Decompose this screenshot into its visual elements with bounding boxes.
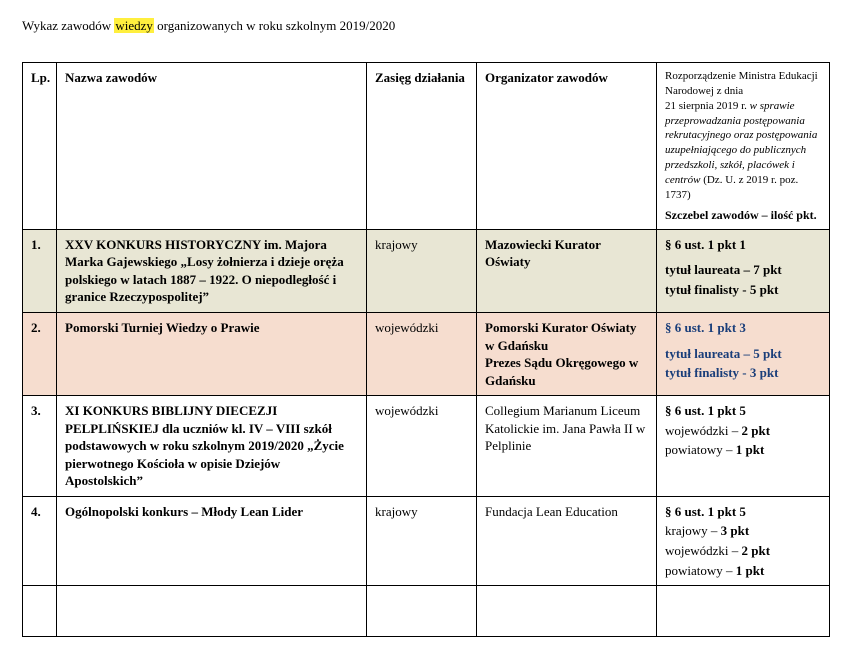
hdr-name: Nazwa zawodów [57, 63, 367, 230]
cell-name: Pomorski Turniej Wiedzy o Prawie [57, 312, 367, 395]
cell-points: § 6 ust. 1 pkt 5 krajowy – 3 pkt wojewód… [657, 496, 830, 585]
cell-name: XI KONKURS BIBLIJNY DIECEZJI PELPLIŃSKIE… [57, 396, 367, 497]
pts-line: wojewódzki – 2 pkt [665, 422, 821, 440]
cell-name: Ogólnopolski konkurs – Młody Lean Lider [57, 496, 367, 585]
cell-empty [23, 586, 57, 637]
cell-org: Pomorski Kurator Oświaty w Gdańsku Preze… [477, 312, 657, 395]
title-post: organizowanych w roku szkolnym 2019/2020 [154, 18, 395, 33]
cell-lp: 2. [23, 312, 57, 395]
cell-empty [657, 586, 830, 637]
pts-line: krajowy – 3 pkt [665, 522, 821, 540]
pts-line: wojewódzki – 2 pkt [665, 542, 821, 560]
hdr-legal: Rozporządzenie Ministra Edukacji Narodow… [657, 63, 830, 230]
cell-points: § 6 ust. 1 pkt 3 tytuł laureata – 5 pkt … [657, 312, 830, 395]
cell-scope: wojewódzki [367, 312, 477, 395]
cell-scope: krajowy [367, 229, 477, 312]
cell-points: § 6 ust. 1 pkt 1 tytuł laureata – 7 pkt … [657, 229, 830, 312]
table-row: 2. Pomorski Turniej Wiedzy o Prawie woje… [23, 312, 830, 395]
page-title: Wykaz zawodów wiedzy organizowanych w ro… [22, 18, 830, 34]
cell-points: § 6 ust. 1 pkt 5 wojewódzki – 2 pkt powi… [657, 396, 830, 497]
cell-org: Collegium Marianum Liceum Katolickie im.… [477, 396, 657, 497]
table-row: 3. XI KONKURS BIBLIJNY DIECEZJI PELPLIŃS… [23, 396, 830, 497]
legal-line1: Rozporządzenie Ministra Edukacji Narodow… [665, 70, 818, 97]
cell-org: Fundacja Lean Education [477, 496, 657, 585]
cell-lp: 3. [23, 396, 57, 497]
cell-lp: 1. [23, 229, 57, 312]
cell-lp: 4. [23, 496, 57, 585]
title-pre: Wykaz zawodów [22, 18, 114, 33]
title-highlight: wiedzy [114, 18, 154, 33]
cell-empty [477, 586, 657, 637]
pts-head: § 6 ust. 1 pkt 1 [665, 237, 746, 252]
pts-line: powiatowy – 1 pkt [665, 562, 821, 580]
pts-line: tytuł laureata – 5 pkt [665, 345, 821, 363]
pts-head: § 6 ust. 1 pkt 5 [665, 504, 746, 519]
pts-line: powiatowy – 1 pkt [665, 441, 821, 459]
hdr-org: Organizator zawodów [477, 63, 657, 230]
table-row: 4. Ogólnopolski konkurs – Młody Lean Lid… [23, 496, 830, 585]
legal-level: Szczebel zawodów – ilość pkt. [665, 207, 821, 223]
pts-head: § 6 ust. 1 pkt 5 [665, 403, 746, 418]
competitions-table: Lp. Nazwa zawodów Zasięg działania Organ… [22, 62, 830, 637]
cell-empty [367, 586, 477, 637]
legal-line2a: 21 sierpnia 2019 r. [665, 100, 750, 112]
pts-head: § 6 ust. 1 pkt 3 [665, 320, 746, 335]
hdr-scope: Zasięg działania [367, 63, 477, 230]
cell-scope: krajowy [367, 496, 477, 585]
table-header-row: Lp. Nazwa zawodów Zasięg działania Organ… [23, 63, 830, 230]
table-row-empty [23, 586, 830, 637]
table-row: 1. XXV KONKURS HISTORYCZNY im. Majora Ma… [23, 229, 830, 312]
pts-line: tytuł laureata – 7 pkt [665, 261, 821, 279]
pts-line: tytuł finalisty - 5 pkt [665, 281, 821, 299]
hdr-lp: Lp. [23, 63, 57, 230]
pts-line: tytuł finalisty - 3 pkt [665, 364, 821, 382]
cell-name: XXV KONKURS HISTORYCZNY im. Majora Marka… [57, 229, 367, 312]
cell-scope: wojewódzki [367, 396, 477, 497]
cell-org: Mazowiecki Kurator Oświaty [477, 229, 657, 312]
cell-empty [57, 586, 367, 637]
